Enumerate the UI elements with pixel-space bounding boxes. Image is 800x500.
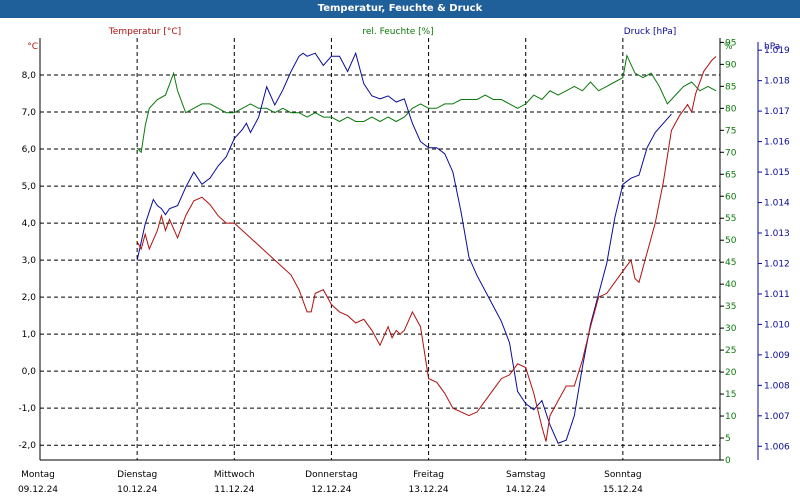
left-axis-unit: °C [27,42,38,52]
humidity-tick-label: 85 [725,82,736,92]
legend-temperature: Temperatur [°C] [108,27,181,37]
x-tick-day: Sonntag [604,470,641,480]
humidity-tick-label: 45 [725,258,736,268]
temperature-tick-label: 1,0 [22,330,37,340]
pressure-tick-label: 1.012 [764,259,790,269]
x-tick-day: Montag [21,470,55,480]
x-tick-day: Donnerstag [305,470,358,480]
temperature-tick-label: 4,0 [22,219,37,229]
humidity-tick-label: 20 [725,368,737,378]
temperature-tick-label: -1,0 [18,404,36,414]
pressure-tick-label: 1.017 [764,107,790,117]
temperature-tick-label: 6,0 [22,145,37,155]
plot-area [40,38,720,460]
x-tick-day: Freitag [413,470,444,480]
humidity-tick-label: 30 [725,324,737,334]
humidity-tick-label: 70 [725,148,737,158]
pressure-tick-label: 1.019 [764,46,790,56]
temperature-tick-label: 3,0 [22,256,37,266]
humidity-tick-label: 60 [725,192,737,202]
humidity-tick-label: 50 [725,236,737,246]
humidity-tick-label: 15 [725,390,736,400]
x-tick-day: Mittwoch [214,470,255,480]
chart-title: Temperatur, Feuchte & Druck [0,0,800,18]
pressure-tick-label: 1.016 [764,138,790,148]
pressure-tick-label: 1.018 [764,77,790,87]
humidity-tick-label: 0 [725,456,731,466]
humidity-tick-label: 75 [725,126,736,136]
x-tick-date: 13.12.24 [409,485,449,495]
temperature-tick-label: 7,0 [22,108,37,118]
humidity-tick-label: 95 [725,38,736,48]
pressure-tick-label: 1.006 [764,442,790,452]
temperature-tick-label: 5,0 [22,182,37,192]
legend-humidity: rel. Feuchte [%] [362,27,433,37]
humidity-line [136,53,717,154]
pressure-tick-label: 1.015 [764,168,790,178]
temperature-tick-label: -2,0 [18,441,36,451]
pressure-tick-label: 1.008 [764,381,790,391]
pressure-tick-label: 1.011 [764,290,790,300]
humidity-tick-label: 5 [725,434,731,444]
humidity-tick-label: 80 [725,104,737,114]
pressure-line [136,51,672,444]
x-tick-day: Samstag [506,470,545,480]
humidity-axis-unit: % [724,42,733,52]
temperature-tick-label: 0,0 [22,367,37,377]
pressure-tick-label: 1.007 [764,412,790,422]
humidity-tick-label: 55 [725,214,736,224]
x-tick-date: 10.12.24 [117,485,157,495]
humidity-tick-label: 25 [725,346,736,356]
x-tick-date: 15.12.24 [603,485,643,495]
x-tick-date: 14.12.24 [506,485,546,495]
pressure-tick-label: 1.010 [764,320,790,330]
temperature-tick-label: 2,0 [22,293,37,303]
x-tick-date: 09.12.24 [18,485,58,495]
series-layer [136,51,717,444]
x-tick-date: 12.12.24 [311,485,351,495]
pressure-axis-unit: hPa [764,42,780,52]
pressure-tick-label: 1.014 [764,199,790,209]
x-tick-date: 11.12.24 [214,485,254,495]
humidity-tick-label: 65 [725,170,736,180]
humidity-tick-label: 10 [725,412,737,422]
pressure-tick-label: 1.013 [764,229,790,239]
temperature-line [136,56,717,442]
x-tick-day: Dienstag [117,470,157,480]
humidity-tick-label: 40 [725,280,737,290]
humidity-tick-label: 90 [725,60,737,70]
pressure-tick-label: 1.009 [764,351,790,361]
humidity-tick-label: 35 [725,302,736,312]
legend-pressure: Druck [hPa] [624,27,677,37]
temperature-tick-label: 8,0 [22,71,37,81]
tick-labels: 8,0 7,0 6,0 5,0 4,0 3,0 2,0 1,0 0,0 -1,0 -2,0 Monta… [18,38,790,495]
